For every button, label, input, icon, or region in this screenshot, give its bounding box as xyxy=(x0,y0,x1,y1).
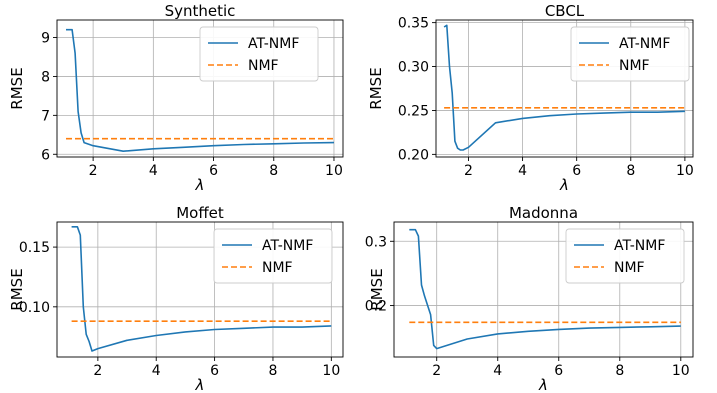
legend-label: NMF xyxy=(262,260,293,276)
x-axis-label: λ xyxy=(559,176,569,194)
x-tick-label: 2 xyxy=(432,363,441,379)
subplot-synthetic: 2 4 6 8 10 6 7 8 9 Synthetic λ RMSE AT-NMF NMF xyxy=(8,2,344,194)
plot-frame xyxy=(435,19,694,158)
legend-label: AT-NMF xyxy=(262,238,313,254)
y-axis-label: RMSE xyxy=(367,67,385,109)
chart-title: Synthetic xyxy=(165,2,236,20)
y-tick-label: 0.10 xyxy=(19,300,50,316)
x-tick-label: 6 xyxy=(554,363,563,379)
x-tick-label: 2 xyxy=(93,363,102,379)
subplot-cbcl: 2 4 6 8 10 0.20 0.25 0.30 0.35 CBCL λ RMSE AT-NMF NMF xyxy=(367,2,694,194)
x-tick-label: 8 xyxy=(268,363,277,379)
x-tick-label: 4 xyxy=(149,163,158,179)
legend: AT-NMF NMF xyxy=(570,26,690,82)
y-tick-label: 8 xyxy=(41,69,50,85)
x-axis-label: λ xyxy=(195,176,205,194)
series-line-at-nmf xyxy=(71,226,332,352)
x-tick-label: 6 xyxy=(210,363,219,379)
x-tick-label: 10 xyxy=(325,163,343,179)
legend-label: AT-NMF xyxy=(248,36,299,52)
y-axis-label: RMSE xyxy=(8,268,26,310)
x-tick-label: 8 xyxy=(626,163,635,179)
y-tick-label: 6 xyxy=(41,147,50,163)
chart-title: CBCL xyxy=(545,2,585,20)
y-tick-label: 0.25 xyxy=(398,103,429,119)
subplot-madonna: 2 4 6 8 10 0.2 0.3 Madonna λ RMSE AT-NMF NMF xyxy=(365,204,694,393)
x-tick-label: 4 xyxy=(152,363,161,379)
legend: AT-NMF NMF xyxy=(213,228,333,284)
y-tick-label: 0.20 xyxy=(398,147,429,163)
chart-title: Madonna xyxy=(509,204,578,222)
legend-box xyxy=(570,26,690,82)
plot-frame xyxy=(56,221,344,358)
legend-box xyxy=(213,228,333,284)
x-tick-label: 8 xyxy=(269,163,278,179)
x-tick-label: 6 xyxy=(572,163,581,179)
plot-frame xyxy=(56,19,344,158)
x-axis-label: λ xyxy=(195,376,205,393)
legend: AT-NMF NMF xyxy=(199,26,319,82)
x-tick-label: 10 xyxy=(322,363,340,379)
legend: AT-NMF NMF xyxy=(565,228,685,284)
legend-label: AT-NMF xyxy=(614,238,665,254)
y-axis-label: RMSE xyxy=(368,268,386,310)
legend-box xyxy=(199,26,319,82)
legend-box xyxy=(565,228,685,284)
legend-label: AT-NMF xyxy=(619,36,670,52)
y-tick-label: 0.2 xyxy=(365,299,387,315)
series-line-at-nmf xyxy=(409,228,681,350)
y-tick-label: 9 xyxy=(41,31,50,47)
legend-label: NMF xyxy=(614,260,645,276)
legend-label: NMF xyxy=(619,58,650,74)
x-tick-label: 2 xyxy=(464,163,473,179)
x-tick-label: 6 xyxy=(209,163,218,179)
x-tick-label: 2 xyxy=(89,163,98,179)
y-tick-label: 0.3 xyxy=(365,234,387,250)
x-tick-label: 8 xyxy=(615,363,624,379)
y-tick-label: 0.30 xyxy=(398,60,429,76)
y-tick-label: 7 xyxy=(41,108,50,124)
y-tick-label: 0.15 xyxy=(19,240,50,256)
plot-frame xyxy=(393,221,694,358)
y-axis-label: RMSE xyxy=(8,67,26,109)
legend-label: NMF xyxy=(248,58,279,74)
x-axis-label: λ xyxy=(538,376,548,393)
y-tick-label: 0.35 xyxy=(398,16,429,32)
series-line-at-nmf xyxy=(443,24,685,151)
chart-title: Moffet xyxy=(176,204,224,222)
x-tick-label: 4 xyxy=(493,363,502,379)
x-tick-label: 4 xyxy=(518,163,527,179)
x-tick-label: 10 xyxy=(676,163,694,179)
series-line-at-nmf xyxy=(66,28,335,152)
subplot-moffet: 2 4 6 8 10 0.10 0.15 Moffet λ RMSE AT-NMF NMF xyxy=(8,204,344,393)
x-tick-label: 10 xyxy=(672,363,690,379)
